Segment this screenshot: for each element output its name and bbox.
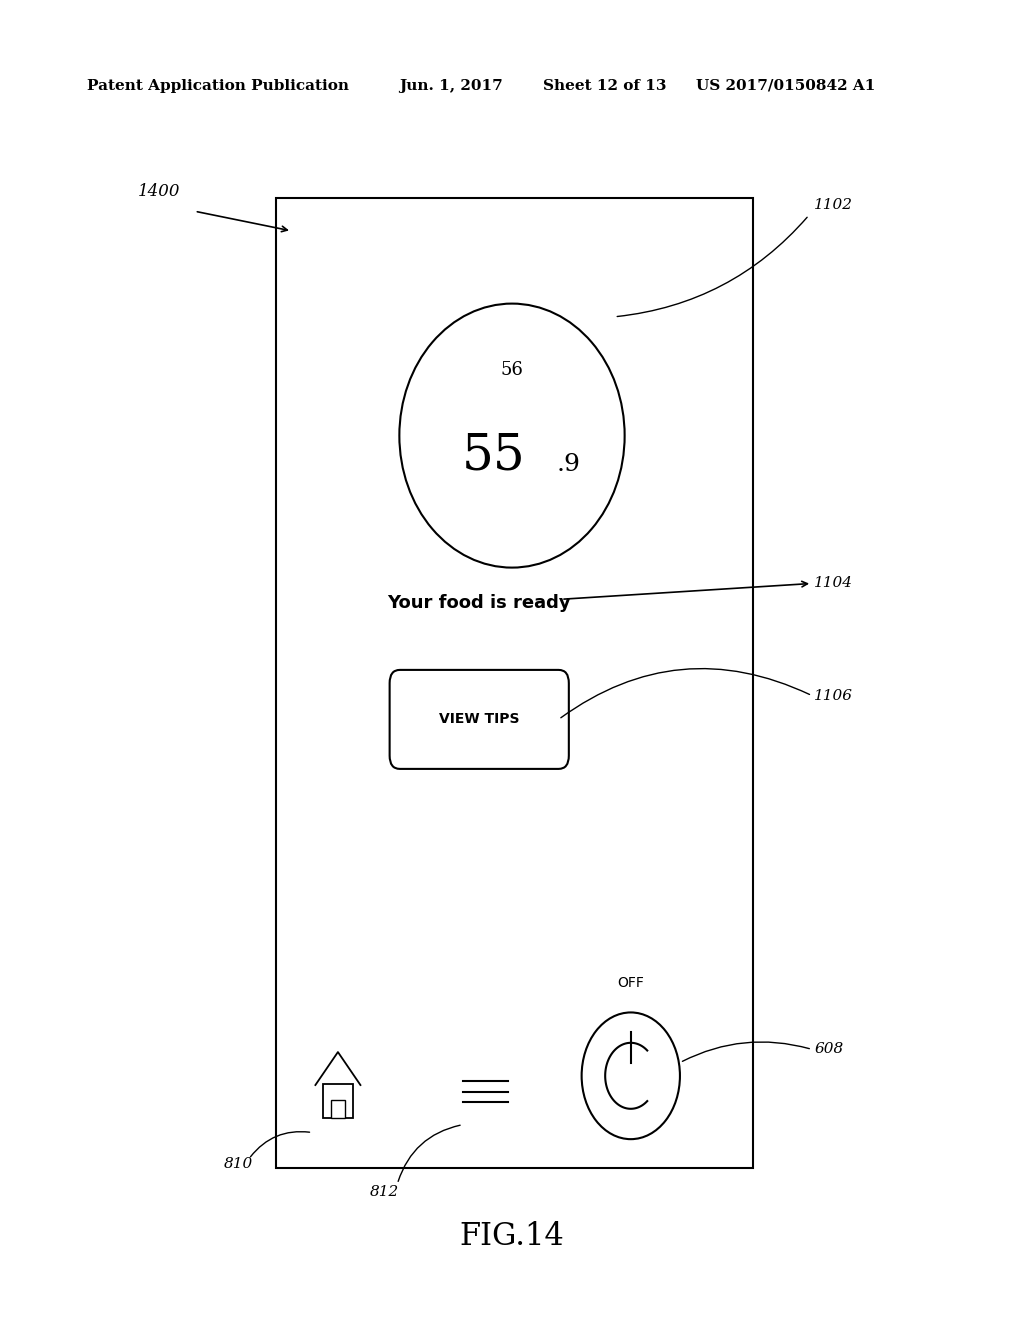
Text: 812: 812 <box>370 1185 398 1199</box>
Text: 1106: 1106 <box>814 689 853 702</box>
Text: 56: 56 <box>501 360 523 379</box>
Text: US 2017/0150842 A1: US 2017/0150842 A1 <box>696 79 876 92</box>
Text: 1400: 1400 <box>137 183 180 199</box>
Text: FIG.14: FIG.14 <box>460 1221 564 1253</box>
Text: .9: .9 <box>556 453 581 477</box>
Text: Your food is ready: Your food is ready <box>387 594 571 612</box>
Circle shape <box>582 1012 680 1139</box>
Text: Jun. 1, 2017: Jun. 1, 2017 <box>399 79 503 92</box>
Text: 1104: 1104 <box>814 577 853 590</box>
Text: 608: 608 <box>814 1043 844 1056</box>
FancyBboxPatch shape <box>389 671 569 768</box>
FancyBboxPatch shape <box>331 1100 345 1118</box>
Ellipse shape <box>399 304 625 568</box>
Text: Sheet 12 of 13: Sheet 12 of 13 <box>543 79 667 92</box>
Text: Patent Application Publication: Patent Application Publication <box>87 79 349 92</box>
FancyBboxPatch shape <box>276 198 753 1168</box>
Text: OFF: OFF <box>617 977 644 990</box>
FancyBboxPatch shape <box>323 1084 353 1118</box>
Text: 55: 55 <box>462 430 525 480</box>
Text: 810: 810 <box>224 1158 253 1171</box>
Text: VIEW TIPS: VIEW TIPS <box>439 713 519 726</box>
Text: 1102: 1102 <box>814 198 853 211</box>
